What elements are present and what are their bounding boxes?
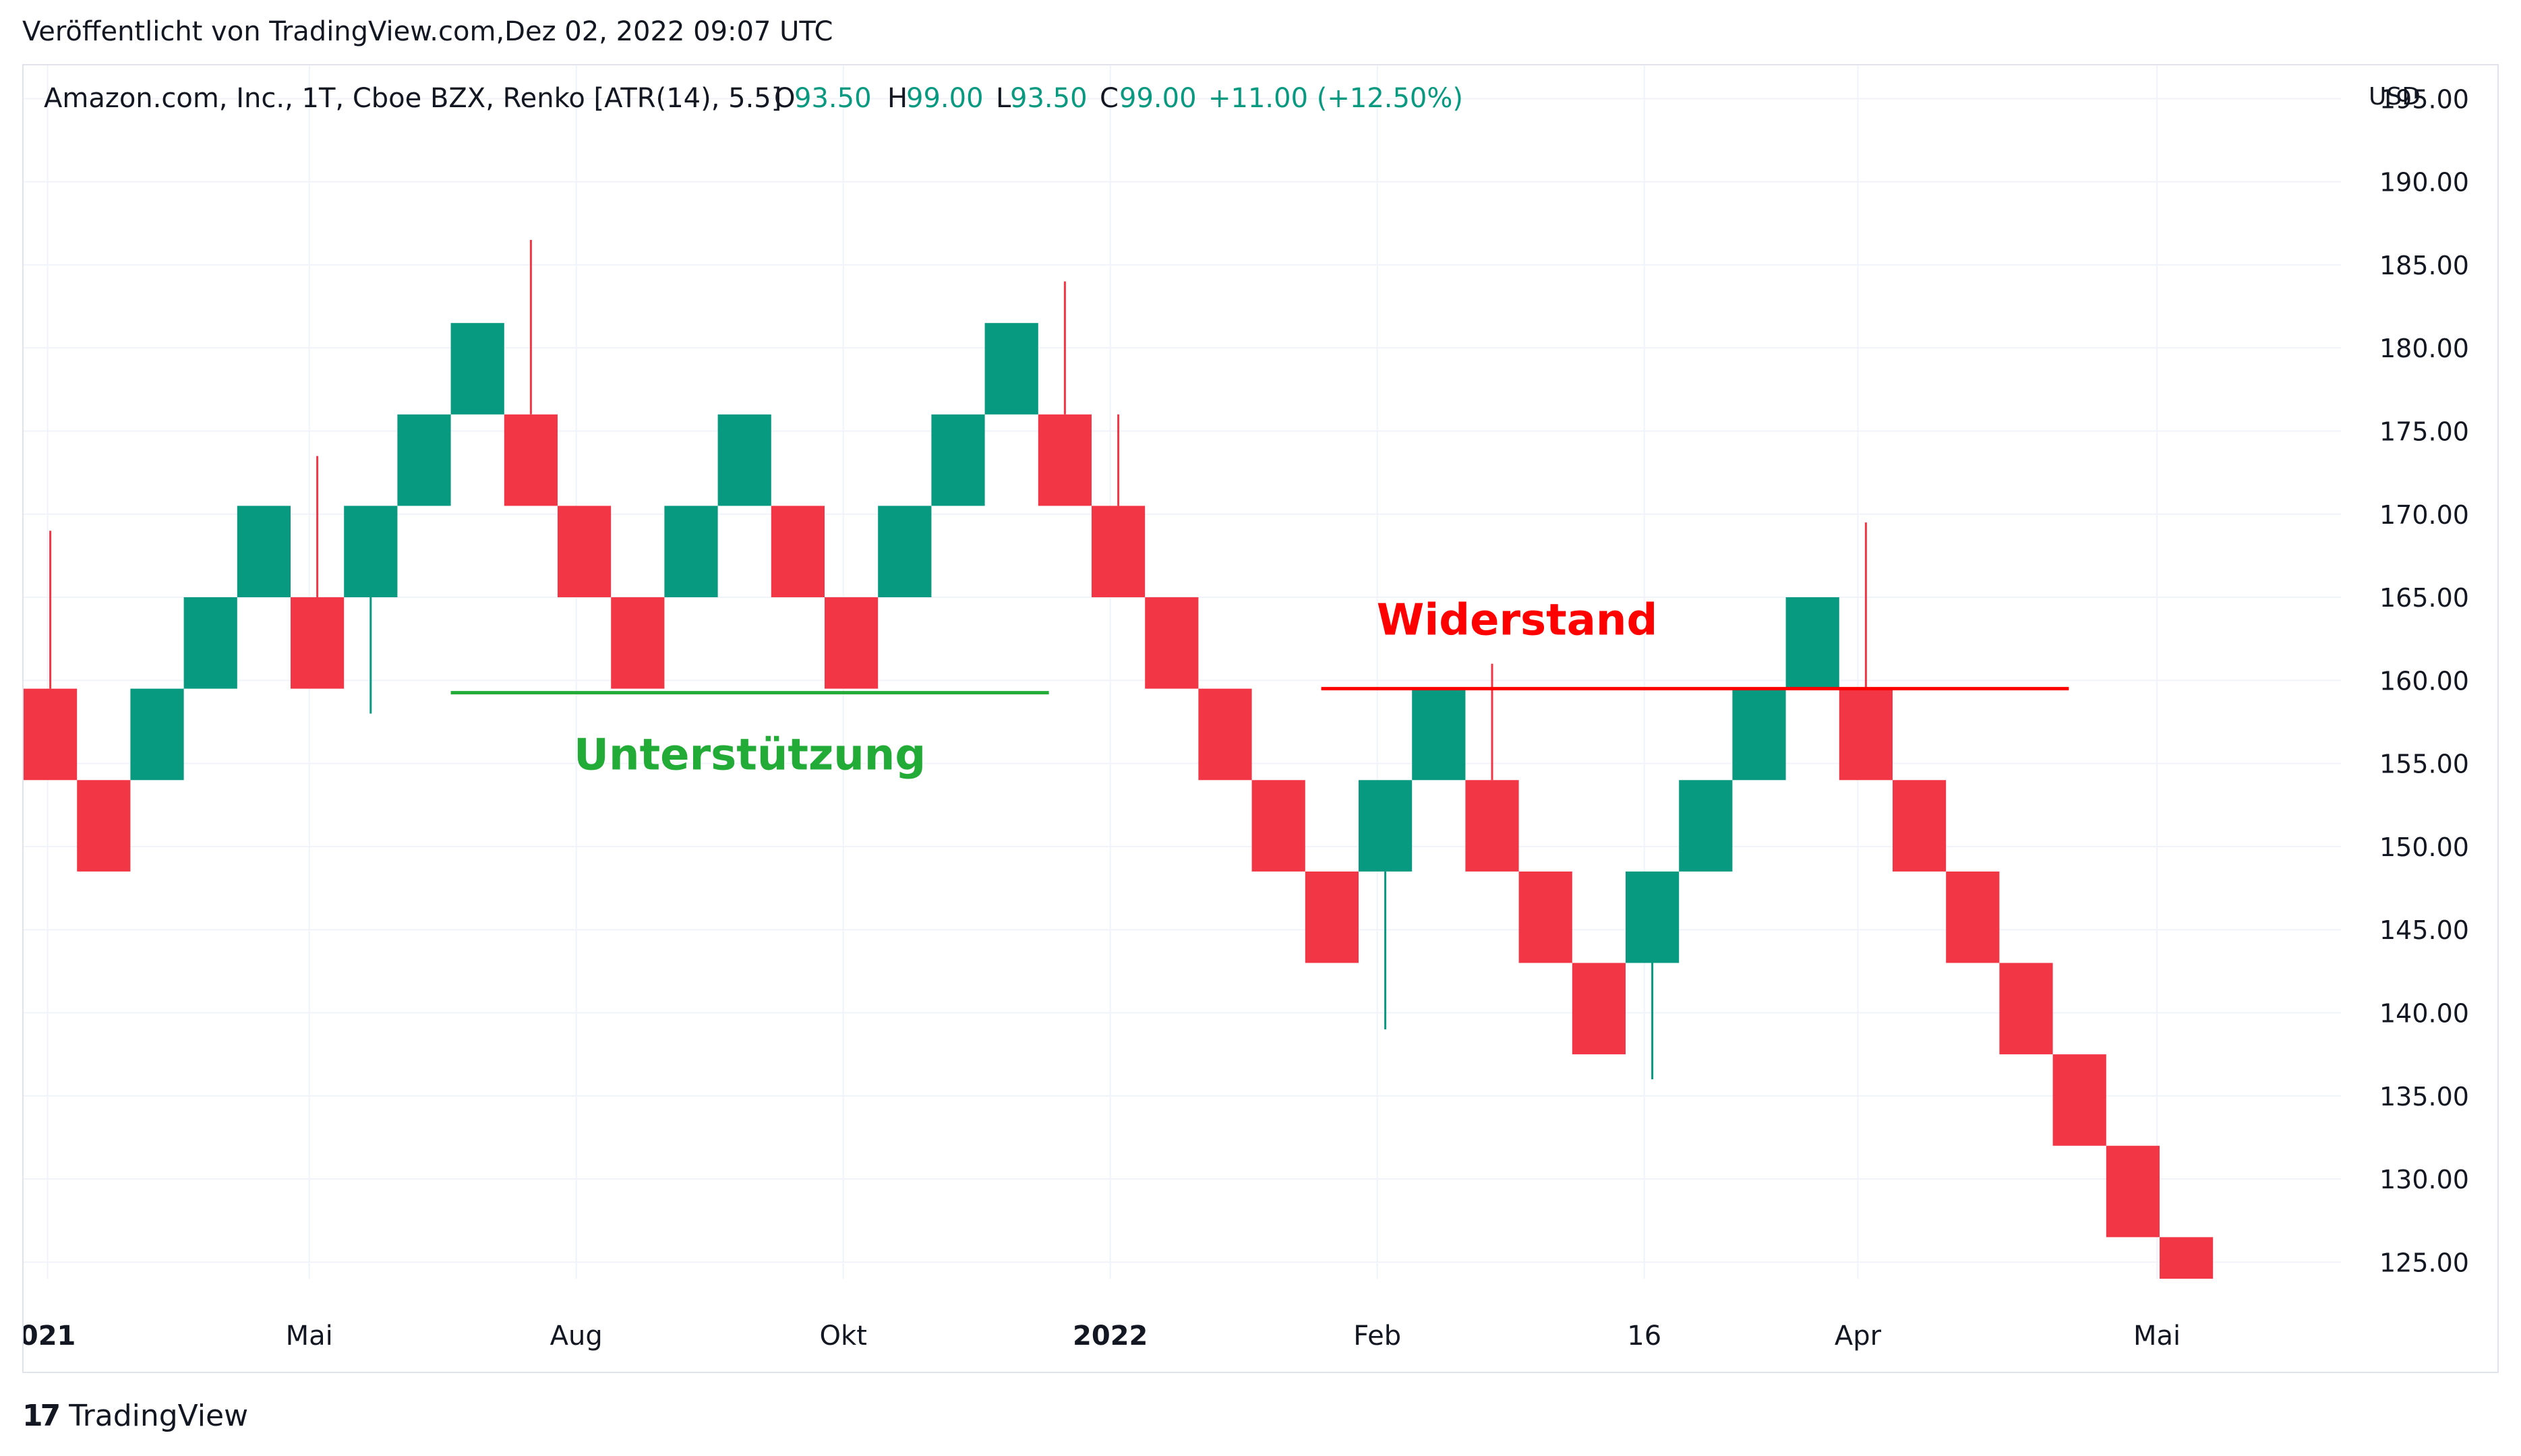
- renko-brick-down: [611, 597, 665, 689]
- change-value: +11.00 (+12.50%): [1208, 83, 1463, 114]
- time-tick-label: Feb: [1353, 1321, 1401, 1352]
- time-tick-label: 2022: [1073, 1321, 1148, 1352]
- price-tick-label: 140.00: [2379, 998, 2469, 1028]
- renko-brick-up: [717, 414, 771, 506]
- renko-brick-down: [1251, 780, 1305, 872]
- price-tick-label: 185.00: [2379, 251, 2469, 280]
- renko-brick-up: [931, 414, 985, 506]
- resistance-label: Widerstand: [1377, 596, 1658, 646]
- chart-frame[interactable]: Unterstützung Widerstand 125.00 130.00 135.…: [22, 64, 2499, 1373]
- price-tick-label: 180.00: [2379, 334, 2469, 363]
- open-label: O: [774, 83, 795, 114]
- renko-brick-up: [1412, 688, 1466, 781]
- close-label: C: [1100, 83, 1119, 114]
- legend-header: Amazon.com, Inc., 1T, Cboe BZX, Renko [A…: [44, 83, 1463, 114]
- currency-label: USD: [2369, 83, 2421, 111]
- price-tick-label: 195.00: [2379, 84, 2469, 114]
- renko-brick-up: [664, 506, 718, 598]
- renko-brick-down: [1999, 963, 2053, 1055]
- high-value: 99.00: [906, 83, 984, 114]
- time-tick-label: Mai: [286, 1321, 333, 1352]
- time-tick-label: 021: [24, 1321, 76, 1352]
- renko-brick-up: [397, 414, 451, 506]
- renko-brick-down: [1518, 871, 1572, 963]
- renko-brick-up: [1785, 597, 1839, 689]
- renko-brick-down: [825, 597, 879, 689]
- price-tick-label: 135.00: [2379, 1082, 2469, 1112]
- time-tick-label: Okt: [820, 1321, 867, 1352]
- price-tick-label: 170.00: [2379, 500, 2469, 530]
- renko-brick-up: [1732, 688, 1786, 781]
- renko-brick-down: [504, 414, 558, 506]
- renko-brick-down: [771, 506, 825, 598]
- open-value: 93.50: [794, 83, 872, 114]
- renko-chart[interactable]: Unterstützung Widerstand 125.00 130.00 135.…: [24, 65, 2497, 1372]
- low-value: 93.50: [1010, 83, 1088, 114]
- time-tick-label: Apr: [1835, 1321, 1882, 1352]
- renko-brick-down: [24, 688, 78, 781]
- brick-wicks: [49, 239, 1867, 1080]
- renko-brick-up: [344, 506, 398, 598]
- renko-brick-down: [1038, 414, 1092, 506]
- renko-brick-down: [1198, 688, 1252, 781]
- close-value: 99.00: [1119, 83, 1197, 114]
- price-tick-label: 150.00: [2379, 832, 2469, 862]
- low-label: L: [996, 83, 1011, 114]
- time-tick-label: 16: [1627, 1321, 1661, 1352]
- time-axis[interactable]: 021 Mai Aug Okt 2022 Feb 16 Apr Mai: [24, 1321, 2181, 1352]
- renko-brick-down: [1305, 871, 1359, 963]
- renko-bricks: [24, 323, 2214, 1329]
- symbol-label: Amazon.com, Inc., 1T, Cboe BZX, Renko [A…: [44, 83, 781, 114]
- renko-brick-down: [1946, 871, 2000, 963]
- renko-brick-up: [878, 506, 932, 598]
- renko-brick-up: [1626, 871, 1680, 963]
- price-tick-label: 160.00: [2379, 666, 2469, 696]
- support-label: Unterstützung: [574, 731, 926, 781]
- price-tick-label: 155.00: [2379, 750, 2469, 779]
- published-line: Veröffentlicht von TradingView.com,Dez 0…: [22, 16, 833, 47]
- renko-brick-down: [2052, 1054, 2106, 1146]
- renko-brick-down: [291, 597, 345, 689]
- renko-brick-up: [237, 506, 291, 598]
- time-tick-label: Aug: [550, 1321, 603, 1352]
- time-axis-background: [24, 1279, 2497, 1372]
- renko-brick-down: [1893, 780, 1947, 872]
- renko-brick-up: [450, 323, 504, 415]
- tradingview-logo-text: TradingView: [69, 1398, 249, 1433]
- renko-brick-up: [1359, 780, 1413, 872]
- renko-brick-down: [558, 506, 612, 598]
- time-tick-label: Mai: [2133, 1321, 2181, 1352]
- price-axis[interactable]: 125.00 130.00 135.00 140.00 145.00 150.00 155.…: [2379, 84, 2469, 1277]
- annotations: Unterstützung Widerstand: [450, 596, 2069, 781]
- renko-brick-down: [2106, 1145, 2160, 1238]
- renko-brick-down: [1465, 780, 1519, 872]
- price-tick-label: 125.00: [2379, 1248, 2469, 1277]
- price-tick-label: 145.00: [2379, 915, 2469, 945]
- renko-brick-down: [1839, 688, 1893, 781]
- renko-brick-down: [77, 780, 131, 872]
- renko-brick-up: [1679, 780, 1733, 872]
- high-label: H: [887, 83, 908, 114]
- renko-brick-down: [1572, 963, 1626, 1055]
- price-tick-label: 165.00: [2379, 583, 2469, 613]
- tradingview-logo[interactable]: 17 TradingView: [22, 1397, 248, 1434]
- price-tick-label: 175.00: [2379, 417, 2469, 446]
- renko-brick-down: [1145, 597, 1199, 689]
- renko-brick-down: [1092, 506, 1146, 598]
- renko-brick-up: [183, 597, 237, 689]
- price-tick-label: 130.00: [2379, 1165, 2469, 1194]
- price-tick-label: 190.00: [2379, 168, 2469, 198]
- renko-brick-up: [984, 323, 1038, 415]
- tradingview-logo-icon: 17: [22, 1398, 61, 1433]
- renko-brick-up: [130, 688, 184, 781]
- price-axis-background: [2341, 65, 2497, 1279]
